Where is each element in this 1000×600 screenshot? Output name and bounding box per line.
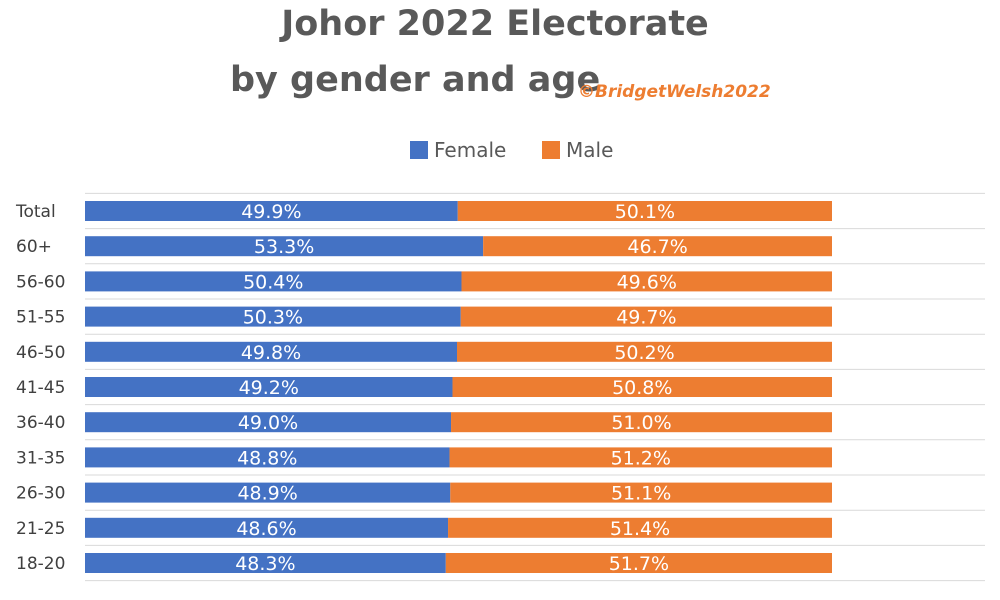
bar-female xyxy=(85,517,449,538)
bar-female xyxy=(85,412,452,433)
bar-male xyxy=(445,553,832,573)
bar-female xyxy=(85,447,450,468)
data-label-female: 49.9% xyxy=(241,201,301,223)
category-label: 31-35 xyxy=(16,448,65,468)
data-label-male: 51.7% xyxy=(609,553,669,575)
data-label-male: 49.7% xyxy=(616,307,676,329)
data-label-male: 50.2% xyxy=(614,342,674,364)
legend-swatch-female xyxy=(410,141,428,159)
category-label: 41-45 xyxy=(16,378,65,398)
bar-female xyxy=(85,553,446,573)
data-label-male: 51.0% xyxy=(611,412,671,434)
category-label: 18-20 xyxy=(16,554,65,574)
legend-item-male: Male xyxy=(542,138,613,162)
chart-title: Johor 2022 Electorate xyxy=(281,4,709,44)
category-label: 60+ xyxy=(16,237,52,257)
category-label: 51-55 xyxy=(16,308,65,328)
legend-label-female: Female xyxy=(434,138,507,162)
bar-female xyxy=(85,201,458,221)
bar-male xyxy=(452,377,832,397)
chart-subtitle: by gender and age xyxy=(230,60,601,100)
data-label-male: 51.4% xyxy=(610,518,670,540)
bar-female xyxy=(85,236,484,257)
data-label-female: 53.3% xyxy=(254,236,314,258)
data-label-male: 50.8% xyxy=(612,377,672,399)
bar-female xyxy=(85,271,462,292)
data-label-female: 48.8% xyxy=(237,447,297,469)
bar-male xyxy=(483,236,832,257)
bar-female xyxy=(85,377,453,397)
category-label: 21-25 xyxy=(16,519,65,539)
bar-male xyxy=(461,271,832,292)
data-label-male: 51.1% xyxy=(611,483,671,505)
bar-male xyxy=(448,517,832,538)
data-label-male: 51.2% xyxy=(611,447,671,469)
category-label: 26-30 xyxy=(16,484,65,504)
legend-label-male: Male xyxy=(566,138,614,162)
bar-male xyxy=(457,341,832,362)
category-label: Total xyxy=(15,202,56,222)
data-label-female: 48.3% xyxy=(235,553,295,575)
bar-male xyxy=(451,412,832,433)
data-label-female: 50.4% xyxy=(243,271,303,293)
bar-male xyxy=(457,201,832,221)
legend: Female Male xyxy=(0,138,1000,166)
category-label: 36-40 xyxy=(16,413,65,433)
bar-female xyxy=(85,306,461,327)
bar-male xyxy=(460,306,832,327)
data-label-female: 49.8% xyxy=(241,342,301,364)
legend-item-female: Female xyxy=(410,138,506,162)
data-label-female: 50.3% xyxy=(243,307,303,329)
data-label-female: 49.0% xyxy=(238,412,298,434)
data-label-female: 49.2% xyxy=(239,377,299,399)
bar-male xyxy=(449,447,832,468)
category-label: 56-60 xyxy=(16,272,65,292)
data-label-female: 48.6% xyxy=(236,518,296,540)
bar-male xyxy=(450,482,832,503)
data-label-male: 46.7% xyxy=(627,236,687,258)
category-label: 46-50 xyxy=(16,343,65,363)
data-label-female: 48.9% xyxy=(237,483,297,505)
legend-swatch-male xyxy=(542,141,560,159)
watermark: ©BridgetWelsh2022 xyxy=(578,82,771,102)
data-label-male: 49.6% xyxy=(617,271,677,293)
bar-female xyxy=(85,341,458,362)
data-label-male: 50.1% xyxy=(615,201,675,223)
bar-female xyxy=(85,482,451,503)
